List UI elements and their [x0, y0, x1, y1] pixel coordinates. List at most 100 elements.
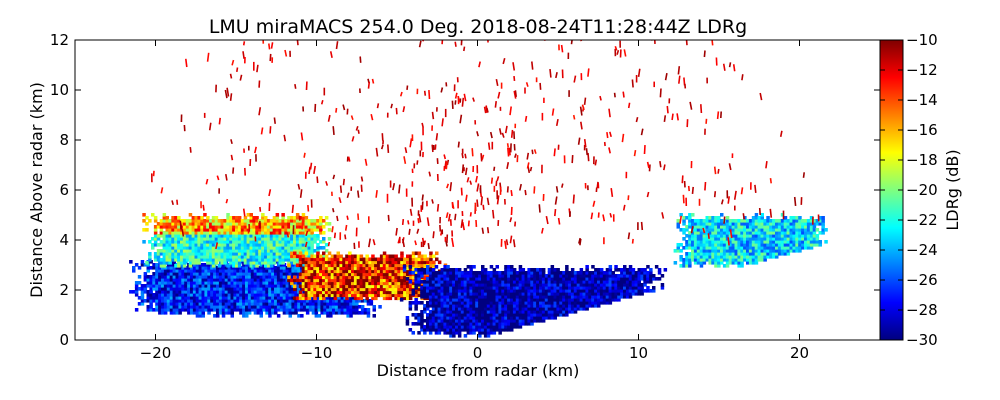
ldr-pixel: [211, 234, 216, 238]
ldr-pixel: [165, 249, 169, 253]
ldr-pixel: [400, 263, 404, 268]
ldr-pixel: [379, 278, 384, 283]
ldr-pixel: [492, 301, 497, 305]
ldr-pixel: [322, 284, 326, 289]
ldr-pixel: [214, 219, 219, 223]
ldr-pixel: [255, 234, 259, 238]
ldr-pixel: [417, 287, 422, 292]
ldr-pixel: [492, 316, 497, 320]
ldr-pixel: [428, 289, 433, 293]
ldr-pixel: [268, 281, 272, 285]
ldr-pixel: [223, 234, 227, 238]
ldr-pixel: [510, 289, 514, 293]
ldr-pixel: [388, 290, 393, 295]
ldr-pixel: [342, 263, 346, 268]
ldr-pixel: [197, 246, 201, 250]
ldr-pixel: [457, 313, 462, 317]
ldr-pixel: [585, 289, 589, 293]
ldr-pixel: [301, 246, 306, 250]
ldr-pixel: [313, 269, 317, 274]
ldr-pixel: [725, 255, 730, 259]
ldr-pixel: [363, 311, 368, 315]
ldr-pixel: [512, 304, 517, 308]
ldr-pixel: [518, 277, 523, 281]
ldr-pixel: [201, 296, 205, 300]
ldr-pixel: [298, 251, 303, 256]
ldr-pixel: [711, 231, 715, 235]
ldr-pixel: [274, 272, 278, 276]
ldr-pixel: [440, 322, 444, 326]
ldr-pixel: [588, 298, 592, 302]
ldr-pixel: [329, 296, 333, 300]
ldr-pixel: [481, 313, 485, 317]
ldr-pixel: [579, 277, 584, 281]
ldr-pixel: [411, 260, 416, 265]
ldr-pixel: [720, 231, 724, 235]
ldr-pixel: [324, 293, 329, 298]
ldr-pixel: [388, 281, 393, 286]
ldr-pixel: [304, 219, 309, 223]
ldr-pixel: [190, 278, 194, 282]
ldr-pixel: [397, 269, 401, 274]
ldr-pixel: [287, 231, 291, 235]
ldr-pixel: [336, 278, 340, 283]
ldr-pixel: [533, 286, 537, 290]
ldr-pixel: [643, 283, 647, 287]
ldr-pixel: [428, 274, 433, 278]
ldr-pixel: [178, 278, 182, 282]
ldr-pixel: [702, 258, 707, 262]
ldr-pixel: [155, 272, 159, 276]
ldr-pixel: [426, 265, 430, 269]
ldr-pixel: [457, 334, 462, 338]
ldr-pixel: [483, 322, 488, 326]
ldr-pixel: [743, 231, 747, 235]
ldr-pixel: [268, 269, 272, 273]
ldr-pixel: [146, 269, 150, 273]
ldr-pixel: [565, 301, 569, 305]
ldr-pixel: [351, 281, 355, 286]
ldr-pixel: [708, 252, 712, 256]
ldr-pixel: [218, 266, 223, 270]
ldr-pixel: [182, 231, 187, 235]
ldr-pixel: [203, 240, 207, 244]
ldr-pixel: [295, 240, 300, 244]
ldr-pixel: [245, 281, 249, 285]
ldr-pixel: [539, 292, 543, 296]
ldr-pixel: [748, 246, 753, 250]
ldr-pixel: [209, 240, 213, 244]
ldr-pixel: [679, 264, 683, 268]
ldr-pixel: [757, 255, 762, 259]
ldr-pixel: [269, 246, 274, 250]
ldr-pixel: [533, 295, 537, 299]
ldr-pixel: [789, 249, 793, 253]
ldr-pixel: [322, 246, 326, 250]
ldr-pixel: [250, 290, 255, 294]
ldr-pixel: [221, 278, 226, 282]
ldr-pixel: [278, 255, 282, 259]
ldr-pixel: [472, 319, 476, 323]
ldr-pixel: [504, 283, 508, 287]
ldr-pixel: [284, 237, 288, 241]
ldr-pixel: [295, 228, 300, 232]
ldr-pixel: [530, 304, 534, 308]
ldr-pixel: [348, 266, 352, 271]
ldr-pixel: [301, 284, 306, 289]
ldr-pixel: [457, 289, 462, 293]
ldr-pixel: [388, 293, 393, 298]
ldr-pixel: [327, 257, 332, 262]
ldr-pixel: [287, 240, 291, 244]
ldr-pixel: [483, 274, 488, 278]
ldr-pixel: [255, 216, 259, 220]
ldr-pixel: [278, 240, 282, 244]
ldr-pixel: [253, 275, 258, 279]
ldr-pixel: [475, 277, 479, 281]
ldr-pixel: [232, 261, 236, 265]
ldr-pixel: [377, 275, 381, 280]
ldr-pixel: [420, 328, 424, 332]
ldr-pixel: [294, 272, 298, 276]
ldr-pixel: [236, 305, 240, 309]
ldr-pixel: [708, 255, 712, 259]
ldr-pixel: [411, 331, 415, 335]
ldr-pixel: [201, 293, 205, 297]
ldr-pixel: [455, 289, 459, 293]
